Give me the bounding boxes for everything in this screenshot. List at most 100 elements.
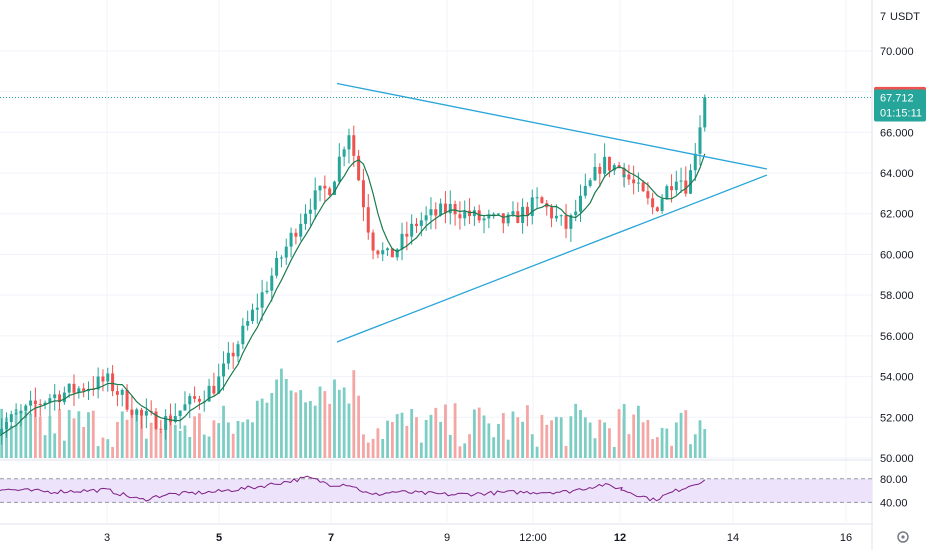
candle-body	[67, 383, 71, 393]
volume-bar	[419, 442, 423, 458]
candle-body	[665, 186, 669, 200]
lower-trendline[interactable]	[336, 174, 768, 343]
volume-bar	[111, 446, 114, 458]
candle-body	[603, 156, 607, 174]
candle	[217, 363, 221, 395]
candle	[698, 115, 702, 166]
candle	[159, 420, 163, 434]
candle	[400, 222, 404, 261]
volume-bar	[328, 403, 332, 458]
volume-bar	[34, 404, 37, 458]
time-tick-label: 16	[840, 532, 852, 544]
candle-body	[308, 209, 312, 214]
candle-body	[188, 396, 192, 405]
last-price-label-bg	[874, 89, 926, 122]
volume-bar	[313, 405, 317, 458]
candle-body	[193, 396, 197, 399]
candle	[96, 367, 100, 399]
volume-bar	[622, 404, 626, 458]
candle	[506, 212, 510, 227]
settings-icon[interactable]	[897, 531, 909, 543]
candle-body	[159, 428, 163, 430]
volume-bar	[29, 413, 32, 458]
volume-bar	[506, 439, 510, 458]
candle	[226, 341, 230, 370]
candle-body	[598, 166, 602, 174]
volume-bar	[477, 407, 481, 458]
candle	[569, 213, 573, 242]
candle	[58, 390, 62, 411]
candle	[101, 369, 105, 392]
ma-line	[0, 153, 706, 437]
volume-bar	[390, 421, 394, 458]
candle-body	[323, 185, 327, 189]
volume-bar	[511, 411, 515, 458]
candle	[19, 404, 23, 427]
candle	[689, 164, 693, 195]
candle	[14, 403, 18, 415]
volume-bar	[308, 401, 312, 458]
time-tick-label: 14	[727, 532, 739, 544]
candle	[270, 267, 274, 302]
volume-bar	[381, 439, 385, 458]
candle-body	[698, 127, 702, 154]
candle-body	[366, 207, 370, 233]
price-axis-background	[873, 0, 932, 550]
candle	[9, 410, 13, 428]
candle	[535, 187, 539, 208]
candle	[82, 383, 86, 398]
candle-body	[313, 190, 317, 210]
volume-bar	[135, 409, 139, 458]
candle-body	[111, 373, 115, 392]
candle-body	[347, 135, 351, 150]
price-axis[interactable]: 7USDT70.00068.00066.00064.00062.00060.00…	[873, 0, 932, 550]
volume-bar	[376, 428, 380, 458]
volume-bar	[159, 430, 163, 458]
candle	[125, 384, 129, 412]
candle-body	[497, 213, 501, 215]
candle-body	[72, 383, 76, 393]
volume-bar	[689, 444, 692, 458]
time-axis[interactable]: 3 5 7 9 12:00 12 14 16	[104, 531, 909, 544]
candle	[366, 194, 370, 240]
volume-bar	[304, 402, 307, 458]
volume-bar	[193, 416, 197, 458]
volume-bar	[72, 418, 76, 458]
candle-body	[130, 409, 134, 415]
candle	[342, 146, 346, 167]
candle-body	[29, 400, 33, 406]
volume-bar	[251, 422, 254, 458]
candle	[434, 202, 438, 230]
candle	[525, 202, 529, 227]
candle	[564, 203, 568, 239]
volume-bar	[212, 420, 216, 458]
candle	[313, 177, 317, 220]
candle-body	[38, 403, 42, 405]
candle	[231, 342, 235, 369]
volume-bar	[217, 423, 221, 458]
countdown-label: 01:15:11	[880, 107, 922, 119]
volume-bar	[693, 434, 697, 458]
price-axis-partial-tick: 7	[880, 11, 886, 23]
candle	[660, 194, 664, 214]
currency-label[interactable]: USDT	[890, 11, 920, 23]
candle-body	[463, 210, 467, 219]
candle	[53, 384, 57, 411]
price-tick-label: 64.000	[880, 168, 914, 180]
volume-bar	[521, 421, 525, 458]
volume-bar	[323, 391, 327, 458]
candle-body	[318, 185, 322, 191]
candle	[463, 200, 467, 226]
candle	[212, 372, 216, 396]
candle-body	[4, 422, 8, 429]
volume-bar	[318, 386, 322, 458]
volume-bar	[125, 419, 129, 458]
candle	[607, 156, 611, 178]
volume-bar	[646, 419, 650, 458]
candle	[183, 391, 187, 411]
candle	[48, 393, 52, 417]
candle	[106, 367, 110, 392]
candle	[246, 310, 250, 331]
last-price-label: 67.712	[880, 92, 914, 104]
